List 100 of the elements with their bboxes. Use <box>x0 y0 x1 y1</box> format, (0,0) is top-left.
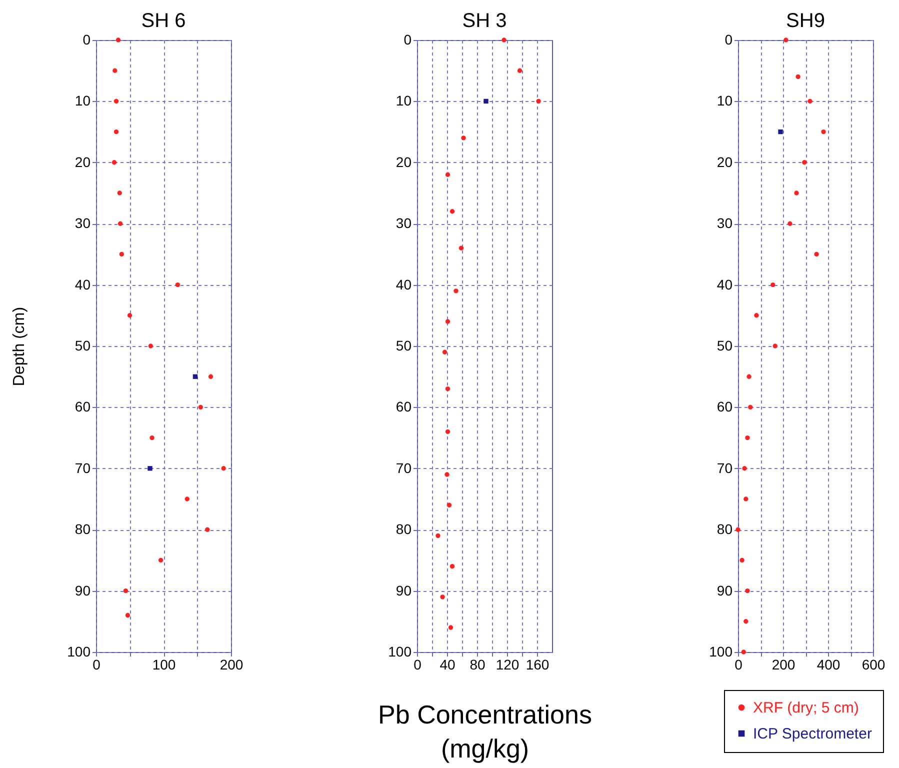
y-tick-label: 10 <box>716 92 733 109</box>
point <box>445 319 450 324</box>
y-tick-label: 40 <box>716 276 733 292</box>
point <box>208 374 214 379</box>
point <box>221 466 226 471</box>
y-tick-label: 40 <box>396 276 412 292</box>
y-tick-label: 80 <box>396 521 412 538</box>
y-tick-label: 20 <box>716 154 733 170</box>
point <box>796 74 800 80</box>
point <box>117 190 122 196</box>
point <box>446 502 452 508</box>
point <box>454 288 458 294</box>
point <box>794 190 799 196</box>
x-tick-label: 160 <box>526 656 550 672</box>
y-tick-label: 50 <box>716 338 733 354</box>
x-tick-label: 200 <box>772 656 796 672</box>
y-tick-label: 60 <box>396 398 412 415</box>
y-tick-label: 0 <box>404 32 412 48</box>
x-tick-label: 0 <box>92 656 101 672</box>
point <box>802 160 807 165</box>
x-axis-title: Pb Concentrations (mg/kg) <box>378 700 592 764</box>
point <box>502 38 506 42</box>
chart-title: SH9 <box>786 10 825 32</box>
point <box>450 209 455 214</box>
point <box>198 404 203 410</box>
point <box>788 221 792 226</box>
x-tick-label: 600 <box>862 656 886 672</box>
legend-label: XRF (dry; 5 cm) <box>753 700 859 716</box>
point <box>123 588 128 594</box>
chart-title: SH 3 <box>462 10 507 32</box>
point <box>127 313 132 318</box>
point <box>770 282 776 288</box>
y-tick-label: 70 <box>716 460 733 476</box>
point <box>784 38 788 42</box>
point <box>458 246 464 250</box>
point <box>150 435 154 440</box>
point <box>192 374 198 379</box>
point <box>445 172 450 177</box>
point <box>461 136 466 140</box>
point <box>740 558 744 563</box>
point <box>175 282 180 288</box>
point <box>112 68 118 73</box>
y-tick-label: 90 <box>74 582 91 598</box>
y-tick-label: 0 <box>82 32 91 48</box>
x-tick-label: 200 <box>220 656 244 672</box>
y-tick-label: 100 <box>388 644 412 660</box>
y-tick-label: 50 <box>396 338 412 354</box>
y-tick-label: 50 <box>74 338 91 354</box>
y-axis-title: Depth (cm) <box>11 306 28 386</box>
y-tick-label: 90 <box>716 582 733 598</box>
y-tick-label: 60 <box>716 398 733 415</box>
point <box>125 612 130 618</box>
point <box>744 619 748 624</box>
point <box>442 350 448 354</box>
point <box>436 533 440 538</box>
x-tick-label: 80 <box>470 656 486 672</box>
point <box>746 374 752 379</box>
y-tick-label: 0 <box>724 32 733 48</box>
y-tick-label: 90 <box>396 582 412 598</box>
point <box>440 594 445 600</box>
point <box>448 625 454 630</box>
point <box>821 129 826 134</box>
point <box>114 129 119 134</box>
x-tick-label: 100 <box>152 656 176 672</box>
y-tick-label: 20 <box>74 154 91 170</box>
point <box>742 466 747 471</box>
point <box>745 435 750 440</box>
x-tick-label: 120 <box>496 656 520 672</box>
x-tick-label: 40 <box>440 656 456 672</box>
point <box>148 344 154 348</box>
point <box>184 496 190 502</box>
point <box>118 221 123 226</box>
y-tick-label: 80 <box>74 521 91 538</box>
legend-label: ICP Spectrometer <box>753 726 872 742</box>
y-tick-label: 40 <box>74 276 91 292</box>
point <box>148 466 152 471</box>
point <box>808 98 812 104</box>
point <box>484 98 488 104</box>
point <box>536 98 541 104</box>
x-tick-label: 0 <box>414 656 422 672</box>
y-tick-label: 30 <box>396 215 412 232</box>
y-tick-label: 60 <box>74 398 91 415</box>
point <box>112 160 117 165</box>
point <box>736 527 740 532</box>
point <box>744 496 748 502</box>
point <box>205 527 210 532</box>
point <box>114 98 119 104</box>
point <box>814 252 819 257</box>
y-tick-label: 20 <box>396 154 412 170</box>
point <box>748 404 753 410</box>
point <box>444 472 450 477</box>
y-tick-label: 30 <box>716 215 733 232</box>
y-tick-label: 10 <box>74 92 91 109</box>
x-tick-label: 400 <box>816 656 840 672</box>
y-tick-label: 100 <box>709 644 733 660</box>
point <box>450 564 455 569</box>
point <box>116 38 121 42</box>
point <box>517 68 522 73</box>
y-tick-label: 70 <box>396 460 412 476</box>
y-tick-label: 80 <box>716 521 733 538</box>
